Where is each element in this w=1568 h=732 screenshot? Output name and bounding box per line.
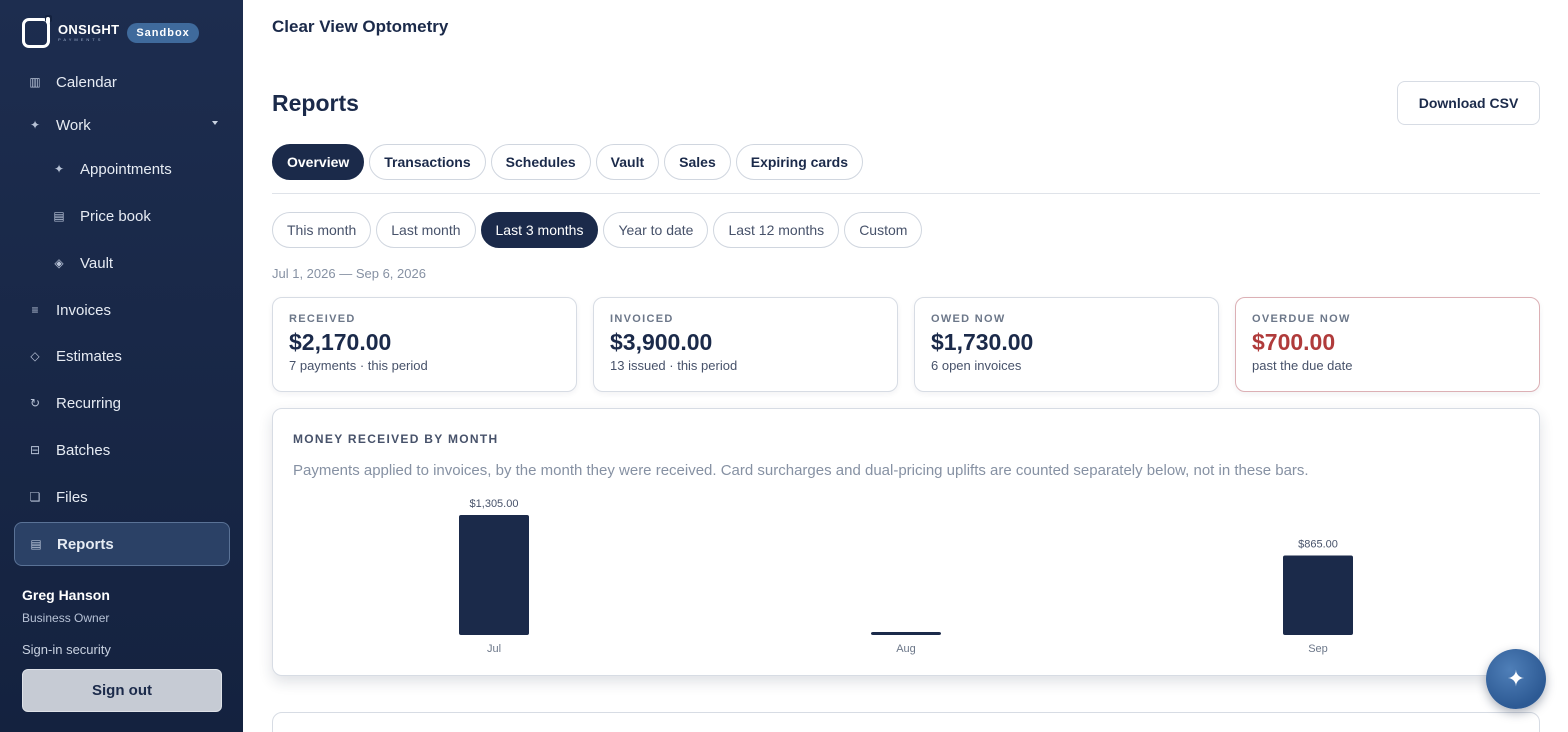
refresh-icon: ↻: [29, 396, 41, 410]
sidebar-item-label: Appointments: [80, 160, 172, 178]
range-year-to-date[interactable]: Year to date: [603, 212, 709, 248]
sidebar-item-label: Estimates: [56, 347, 122, 365]
tab-vault[interactable]: Vault: [595, 144, 660, 180]
sidebar-item-work[interactable]: ✦ Work: [14, 103, 230, 147]
range-last-3-months[interactable]: Last 3 months: [480, 212, 599, 248]
money-received-chart-card: MONEY RECEIVED BY MONTH Payments applied…: [272, 408, 1540, 676]
sidebar-item-label: Recurring: [56, 394, 122, 412]
sidebar-item-label: Files: [56, 488, 88, 506]
card-value: $700.00: [1252, 329, 1336, 355]
sidebar-item-calendar[interactable]: ▥ Calendar: [14, 60, 230, 104]
reports-icon: ▤: [30, 537, 42, 551]
card-label: RECEIVED: [289, 313, 356, 325]
sidebar-item-label: Reports: [57, 535, 114, 553]
range-this-month[interactable]: This month: [272, 212, 372, 248]
sidebar-item-recurring[interactable]: ↻ Recurring: [14, 381, 230, 425]
x-tick-label: Jul: [487, 643, 501, 655]
received-card: RECEIVED $2,170.00 7 payments · this per…: [272, 297, 577, 392]
card-note: 7 payments · this period: [289, 358, 428, 373]
sidebar-item-label: Batches: [56, 441, 111, 459]
card-note: 6 open invoices: [931, 358, 1022, 373]
card-note: 13 issued · this period: [610, 358, 738, 373]
sidebar-item-vault[interactable]: ◈ Vault: [14, 241, 230, 285]
sparkle-icon: ✦: [29, 118, 41, 132]
list-icon: ▤: [53, 209, 65, 223]
bar-aug: [871, 632, 941, 635]
sidebar-item-files[interactable]: ❏ Files: [14, 475, 230, 519]
diamond-outline-icon: ◇: [30, 349, 40, 363]
sandbox-badge: Sandbox: [127, 23, 199, 43]
bar-value-label: $865.00: [1298, 538, 1338, 550]
bar-jul: [459, 515, 529, 635]
calendar-icon: ▥: [29, 75, 41, 89]
sidebar-item-label: Price book: [80, 207, 151, 225]
batch-icon: ⊟: [29, 443, 41, 457]
tab-sales[interactable]: Sales: [664, 144, 731, 180]
card-label: INVOICED: [610, 313, 674, 325]
bar-value-label: $1,305.00: [470, 498, 519, 510]
tab-transactions[interactable]: Transactions: [369, 144, 486, 180]
sidebar-item-invoices[interactable]: ≡ Invoices: [14, 288, 230, 332]
assistant-button[interactable]: ✦: [1486, 649, 1546, 709]
x-tick-label: Aug: [896, 643, 916, 655]
next-section-card: [272, 712, 1540, 732]
tab-schedules[interactable]: Schedules: [490, 144, 591, 180]
owed-now-card: OWED NOW $1,730.00 6 open invoices: [914, 297, 1219, 392]
main-content: Clear View Optometry Reports Download CS…: [243, 0, 1568, 732]
sparkle-icon: ✦: [1506, 666, 1526, 691]
sign-out-button[interactable]: Sign out: [22, 669, 222, 712]
divider: [272, 193, 1540, 194]
sidebar-item-label: Work: [56, 116, 91, 134]
page-title: Reports: [272, 90, 359, 116]
sidebar-item-reports[interactable]: ▤ Reports: [14, 522, 230, 566]
date-range-label: Jul 1, 2026 — Sep 6, 2026: [272, 266, 426, 281]
bar-sep: [1283, 555, 1353, 635]
x-tick-label: Sep: [1308, 643, 1328, 655]
brand-name: ONSIGHT: [58, 22, 120, 37]
sidebar: ONSIGHT PAYMENTS Sandbox ▥ Calendar ✦ Wo…: [0, 0, 243, 732]
range-last-12-months[interactable]: Last 12 months: [713, 212, 840, 248]
tab-overview[interactable]: Overview: [272, 144, 365, 180]
sign-in-security-link[interactable]: Sign-in security: [22, 642, 111, 657]
range-custom[interactable]: Custom: [844, 212, 923, 248]
diamond-icon: ◈: [54, 256, 64, 270]
file-icon: ❏: [29, 490, 41, 504]
sidebar-item-label: Calendar: [56, 73, 117, 91]
card-note: past the due date: [1252, 358, 1353, 373]
sidebar-item-batches[interactable]: ⊟ Batches: [14, 428, 230, 472]
download-csv-button[interactable]: Download CSV: [1397, 81, 1540, 125]
tab-expiring-cards[interactable]: Expiring cards: [735, 144, 863, 180]
brand[interactable]: ONSIGHT PAYMENTS Sandbox: [22, 15, 199, 48]
lines-icon: ≡: [31, 303, 39, 317]
user-role: Business Owner: [22, 611, 110, 625]
sidebar-item-label: Invoices: [56, 301, 112, 319]
sparkle-icon: ✦: [53, 162, 65, 176]
card-value: $3,900.00: [610, 329, 713, 355]
chevron-down-icon: [212, 121, 218, 125]
bar-chart: $1,305.00 Jul Aug $865.00 Sep: [459, 498, 1353, 655]
sidebar-item-estimates[interactable]: ◇ Estimates: [14, 334, 230, 378]
sidebar-item-label: Vault: [80, 254, 114, 272]
date-range-filters: This month Last month Last 3 months Year…: [272, 212, 923, 248]
overdue-now-card: OVERDUE NOW $700.00 past the due date: [1235, 297, 1540, 392]
business-name: Clear View Optometry: [272, 17, 449, 36]
card-label: OWED NOW: [931, 313, 1006, 325]
card-label: OVERDUE NOW: [1252, 313, 1351, 325]
logo-icon: [22, 15, 52, 48]
report-tabs: Overview Transactions Schedules Vault Sa…: [272, 144, 863, 180]
brand-sub: PAYMENTS: [58, 37, 104, 42]
chart-title: MONEY RECEIVED BY MONTH: [293, 432, 499, 446]
sidebar-item-price-book[interactable]: ▤ Price book: [14, 194, 230, 238]
range-last-month[interactable]: Last month: [376, 212, 476, 248]
invoiced-card: INVOICED $3,900.00 13 issued · this peri…: [593, 297, 898, 392]
card-value: $2,170.00: [289, 329, 392, 355]
user-name: Greg Hanson: [22, 587, 110, 603]
sidebar-item-appointments[interactable]: ✦ Appointments: [14, 147, 230, 191]
chart-description: Payments applied to invoices, by the mon…: [293, 462, 1309, 479]
card-value: $1,730.00: [931, 329, 1034, 355]
